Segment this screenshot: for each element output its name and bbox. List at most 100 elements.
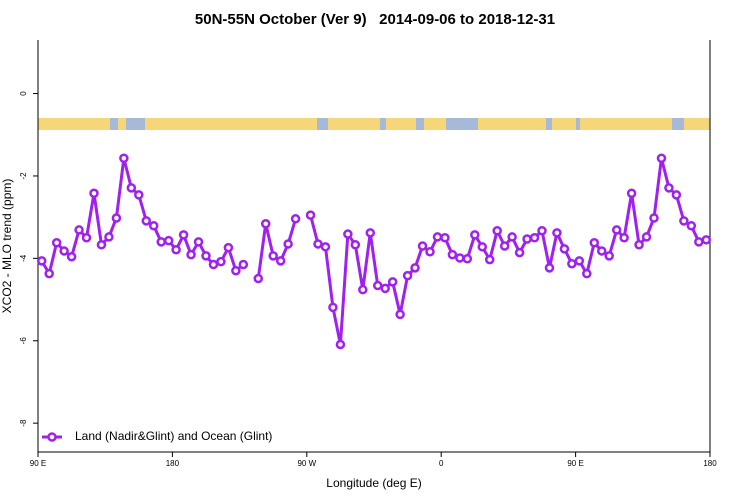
point	[582, 268, 592, 279]
y-tick-label: -4	[19, 254, 28, 262]
point	[59, 246, 69, 256]
point	[611, 225, 622, 235]
point	[216, 256, 226, 267]
point	[402, 270, 413, 281]
point	[313, 239, 323, 249]
point	[186, 249, 196, 260]
land-band	[478, 118, 546, 130]
point	[387, 277, 398, 287]
point	[380, 283, 390, 294]
point	[641, 232, 652, 242]
x-tick-label: 90 E	[30, 459, 46, 468]
land-band	[386, 118, 416, 130]
point	[89, 188, 99, 199]
point	[372, 280, 383, 291]
point	[208, 259, 219, 270]
y-tick-label: 0	[19, 91, 28, 96]
point	[574, 256, 585, 266]
legend-marker	[47, 432, 57, 442]
point	[694, 237, 704, 247]
x-tick-label: 180	[166, 459, 180, 468]
point	[111, 213, 122, 223]
point	[223, 242, 234, 253]
point	[514, 247, 525, 258]
point	[290, 214, 301, 224]
point	[470, 230, 480, 240]
point	[193, 237, 204, 247]
point	[51, 237, 62, 248]
point	[178, 230, 189, 240]
land-band	[118, 118, 126, 130]
point	[320, 242, 331, 252]
point	[529, 233, 540, 243]
land-band	[424, 118, 446, 130]
point	[432, 232, 443, 242]
point	[231, 265, 241, 276]
point	[544, 263, 555, 273]
legend-label: Land (Nadir&Glint) and Ocean (Glint)	[75, 429, 272, 443]
point	[201, 251, 211, 261]
point	[268, 251, 278, 261]
point	[171, 244, 181, 255]
chart-title: 50N-55N October (Ver 9) 2014-09-06 to 20…	[195, 11, 555, 28]
land-band	[145, 118, 317, 130]
point	[156, 237, 166, 247]
point	[417, 241, 428, 251]
point	[477, 242, 488, 252]
point	[604, 251, 614, 261]
point	[36, 256, 47, 266]
point	[484, 254, 495, 265]
point	[552, 228, 562, 238]
point	[119, 153, 129, 163]
land-band	[38, 118, 110, 130]
point	[567, 258, 577, 269]
y-tick-label: -8	[19, 419, 28, 427]
point	[365, 228, 376, 238]
x-tick-label: 180	[703, 459, 717, 468]
point	[104, 232, 114, 242]
point	[656, 153, 667, 163]
land-band	[580, 118, 672, 130]
point	[141, 216, 152, 226]
point	[649, 213, 659, 223]
point	[537, 226, 547, 236]
point	[686, 221, 697, 231]
point	[634, 240, 644, 250]
point	[343, 229, 353, 239]
point	[305, 210, 316, 220]
point	[260, 219, 271, 229]
land-band	[328, 118, 380, 130]
point	[395, 309, 405, 320]
point	[66, 251, 77, 262]
point	[522, 234, 532, 244]
point	[664, 183, 674, 193]
point	[440, 233, 450, 243]
point	[81, 233, 92, 243]
point	[335, 339, 346, 350]
point	[275, 256, 286, 266]
point	[126, 183, 137, 193]
point	[447, 249, 458, 260]
point	[328, 302, 338, 313]
point	[163, 235, 174, 246]
point	[462, 254, 473, 264]
point	[701, 235, 712, 245]
point	[507, 232, 517, 242]
x-tick-label: 90 E	[567, 459, 583, 468]
x-axis-label: Longitude (deg E)	[326, 476, 421, 490]
point	[74, 225, 84, 235]
point	[96, 240, 107, 250]
point	[671, 190, 682, 200]
point	[358, 284, 368, 295]
y-axis-label: XCO2 - MLO trend (ppm)	[0, 179, 14, 314]
point	[492, 226, 502, 236]
point	[253, 273, 264, 284]
x-tick-label: 90 W	[297, 459, 316, 468]
series-line	[40, 156, 707, 346]
point	[455, 253, 465, 263]
point	[283, 239, 293, 249]
x-tick-label: 0	[439, 459, 444, 468]
point	[679, 216, 689, 226]
